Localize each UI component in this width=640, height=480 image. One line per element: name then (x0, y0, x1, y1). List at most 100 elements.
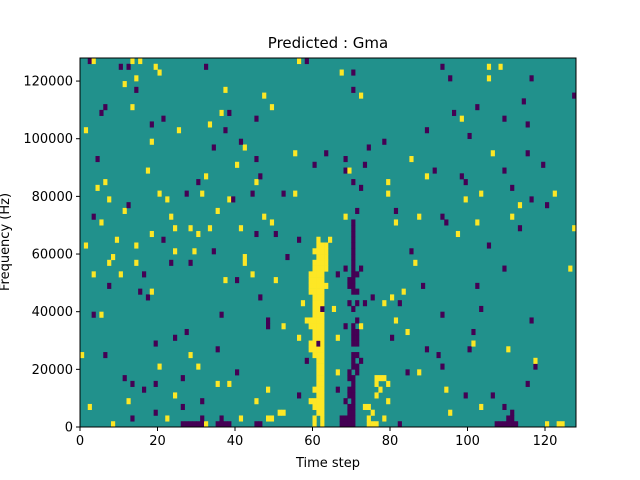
heatmap-cell-low (196, 421, 201, 428)
heatmap-cell-high (308, 398, 313, 405)
heatmap-cell-high (254, 179, 259, 186)
heatmap-cell-high (316, 242, 321, 249)
heatmap-cell-low (180, 421, 185, 428)
heatmap-cell-high (455, 230, 461, 238)
heatmap-cell-high (200, 190, 205, 197)
heatmap-cell-high (188, 352, 193, 359)
heatmap-cell-high (114, 236, 120, 243)
heatmap-cell-high (316, 317, 321, 324)
heatmap-cell-high (266, 415, 271, 422)
heatmap-cell-low (475, 104, 480, 111)
y-tick-label: 80000 (32, 190, 73, 205)
heatmap-cell-high (459, 115, 464, 122)
heatmap-cell-low (223, 421, 228, 428)
heatmap-cell-low (351, 219, 356, 226)
heatmap-cell-high (312, 403, 317, 411)
heatmap-cell-high (235, 161, 240, 168)
heatmap-cell-low (347, 277, 352, 284)
heatmap-cell-low (153, 409, 158, 416)
heatmap-cell-low (215, 421, 220, 428)
heatmap-cell-low (215, 346, 220, 353)
heatmap-cell-high (316, 398, 321, 405)
chart-title: Predicted : Gma (268, 34, 388, 52)
heatmap-cell-low (490, 392, 495, 399)
heatmap-cell-high (207, 121, 213, 128)
heatmap-cell-high (122, 207, 127, 214)
heatmap-cell-low (173, 334, 178, 341)
heatmap-cell-high (312, 271, 317, 278)
heatmap-cell-high (149, 138, 154, 145)
heatmap-cell-high (157, 190, 162, 197)
heatmap-cell-low (421, 282, 426, 289)
heatmap-cell-high (204, 173, 209, 180)
heatmap-cell-high (320, 311, 325, 318)
heatmap-cell-high (347, 167, 352, 174)
heatmap-cell-low (343, 156, 348, 163)
heatmap-cell-high (320, 317, 325, 324)
heatmap-cell-high (312, 259, 317, 266)
heatmap-cell-low (196, 179, 201, 186)
heatmap-cell-low (351, 282, 356, 289)
heatmap-cell-low (351, 254, 356, 261)
heatmap-cell-high (498, 63, 503, 70)
heatmap-cell-low (335, 271, 340, 278)
heatmap-cell-low (510, 184, 515, 191)
heatmap-cell-low (254, 115, 259, 122)
heatmap-cell-low (351, 179, 356, 186)
heatmap-cell-low (351, 277, 356, 284)
heatmap-cell-low (304, 357, 309, 364)
heatmap-cell-high (304, 317, 309, 324)
heatmap-cell-high (269, 415, 275, 422)
heatmap-cell-low (351, 328, 356, 336)
heatmap-cell-low (130, 380, 135, 387)
heatmap-cell-low (142, 271, 147, 278)
heatmap-cell-low (316, 340, 321, 347)
heatmap-cell-high (308, 282, 313, 289)
heatmap-cell-low (192, 421, 197, 428)
heatmap-cell-low (103, 104, 108, 111)
heatmap-cell-high (324, 254, 329, 261)
heatmap-cell-high (320, 363, 325, 370)
y-tick-label: 120000 (23, 75, 73, 90)
heatmap-cell-low (227, 109, 232, 116)
heatmap-cell-high (223, 277, 228, 284)
heatmap-cell-high (320, 403, 325, 411)
heatmap-cell-low (467, 132, 472, 140)
heatmap-cell-high (312, 415, 317, 422)
heatmap-cell-low (359, 357, 364, 364)
heatmap-cell-high (134, 242, 139, 249)
heatmap-cell-high (366, 415, 371, 422)
heatmap-cell-low (529, 317, 534, 324)
heatmap-cell-high (99, 219, 104, 226)
heatmap-cell-high (308, 277, 313, 284)
heatmap-cell-low (351, 323, 356, 330)
heatmap-cell-low (347, 282, 352, 289)
heatmap-cell-low (502, 265, 507, 272)
heatmap-cell-high (312, 398, 317, 405)
heatmap-cell-high (91, 58, 96, 65)
heatmap-cell-low (351, 403, 356, 411)
heatmap-cell-low (351, 375, 356, 382)
heatmap-cell-low (506, 415, 511, 422)
heatmap-cell-low (258, 421, 263, 428)
heatmap-cell-low (142, 386, 147, 393)
heatmap-cell-high (331, 305, 337, 312)
heatmap-cell-high (316, 248, 321, 255)
heatmap-cell-low (355, 369, 360, 376)
heatmap-cell-low (169, 259, 174, 266)
heatmap-cell-high (266, 386, 271, 393)
heatmap-cell-high (297, 334, 302, 341)
heatmap-cell-high (479, 190, 484, 197)
heatmap-cell-high (362, 403, 368, 411)
heatmap-cell-high (273, 277, 278, 284)
heatmap-cell-low (351, 242, 356, 249)
heatmap-cell-high (335, 334, 340, 341)
heatmap-cell-low (258, 173, 263, 180)
heatmap-cell-high (312, 305, 317, 312)
heatmap-cell-low (362, 300, 368, 307)
heatmap-cell-low (347, 415, 352, 422)
heatmap-cell-low (320, 305, 325, 312)
heatmap-cell-low (250, 190, 255, 197)
heatmap-cell-low (231, 196, 236, 203)
y-tick-label: 100000 (23, 132, 73, 147)
